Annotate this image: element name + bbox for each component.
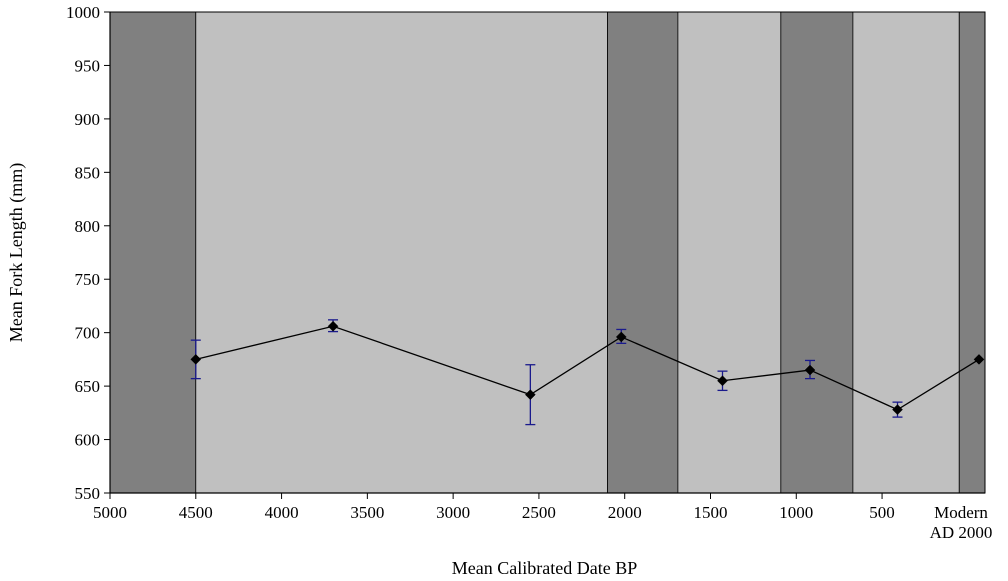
y-tick-label: 950 (75, 56, 101, 75)
x-axis-title: Mean Calibrated Date BP (452, 558, 637, 578)
data-point (973, 354, 985, 365)
data-point (524, 389, 536, 401)
y-axis-title: Mean Fork Length (mm) (6, 163, 27, 342)
x-axis: 5000 4500 4000 3500 3000 2500 2000 1500 1000 500 M… (93, 492, 993, 542)
y-tick-label: 1000 (66, 3, 100, 22)
data-point (615, 331, 627, 343)
period-band-light (195, 11, 608, 494)
data-point (717, 375, 728, 387)
y-tick-label: 600 (75, 431, 101, 450)
x-tick-label: 4000 (265, 503, 299, 522)
period-band-dark (607, 11, 679, 494)
data-point (190, 354, 202, 365)
period-band-dark (780, 11, 854, 494)
y-axis: 550 600 650 700 750 800 850 900 950 1000 (66, 3, 111, 503)
y-tick-label: 700 (75, 324, 101, 343)
period-bands (109, 11, 986, 494)
x-tick-label: 3000 (436, 503, 470, 522)
data-point (327, 320, 339, 332)
x-tick-label: 3500 (350, 503, 384, 522)
period-band-dark (109, 11, 197, 494)
y-tick-label: 550 (75, 484, 101, 503)
series-line (195, 325, 980, 411)
data-point (804, 364, 816, 376)
y-tick-label: 800 (75, 217, 101, 236)
x-tick-label: 1000 (779, 503, 813, 522)
x-tick-label: 4500 (179, 503, 213, 522)
series-group (190, 319, 985, 426)
x-tick-label: 1500 (693, 503, 727, 522)
x-end-label-line1: Modern (934, 503, 988, 522)
x-tick-label: 2500 (522, 503, 556, 522)
y-tick-label: 650 (75, 377, 101, 396)
y-tick-label: 750 (75, 270, 101, 289)
data-point (892, 404, 903, 415)
x-tick-label: 2000 (608, 503, 642, 522)
x-tick-label: 5000 (93, 503, 127, 522)
period-band-light (852, 11, 960, 494)
x-tick-label: 500 (869, 503, 895, 522)
x-end-label-line2: AD 2000 (930, 523, 993, 542)
y-tick-label: 900 (75, 110, 101, 129)
y-tick-label: 850 (75, 163, 101, 182)
period-band-light (677, 11, 782, 494)
period-band-dark (958, 11, 986, 494)
